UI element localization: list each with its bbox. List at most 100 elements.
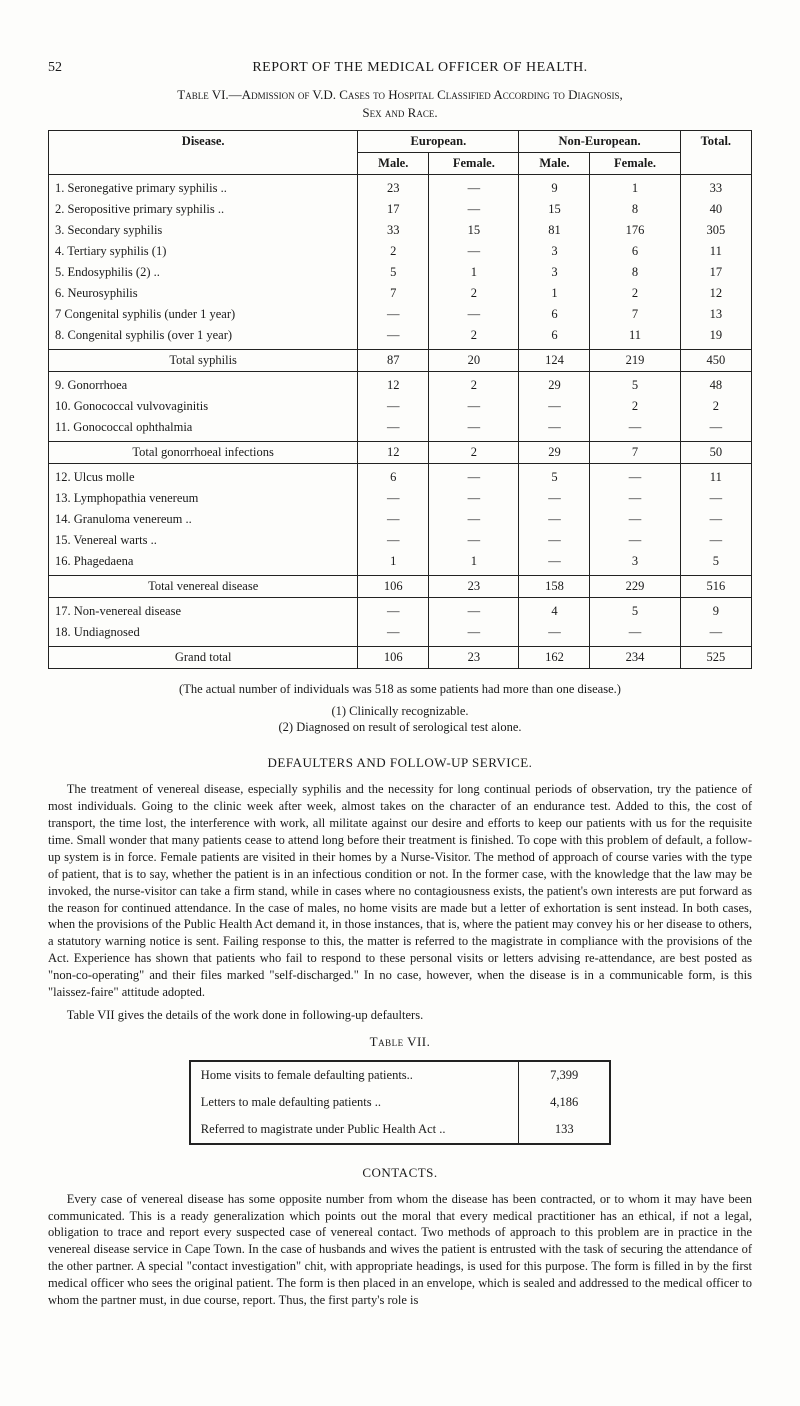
- row-label: Home visits to female defaulting patient…: [190, 1061, 519, 1089]
- row-value: 2: [358, 241, 429, 262]
- sub2-nf: 7: [590, 442, 680, 464]
- row-value: 5: [519, 464, 590, 489]
- sub1-nf: 219: [590, 350, 680, 372]
- row-value: —: [429, 464, 519, 489]
- row-value: 7: [358, 283, 429, 304]
- row-value: 11: [680, 464, 751, 489]
- contacts-paragraph: Every case of venereal disease has some …: [48, 1191, 752, 1309]
- row-value: —: [590, 530, 680, 551]
- row-value: —: [429, 241, 519, 262]
- row-value: —: [358, 509, 429, 530]
- row-label: 17. Non-venereal disease: [49, 598, 358, 623]
- row-value: 13: [680, 304, 751, 325]
- row-value: —: [519, 622, 590, 647]
- grand-total: Grand total 106 23 162 234 525: [49, 647, 752, 669]
- row-value: 6: [519, 325, 590, 350]
- row-value: —: [519, 417, 590, 442]
- table-row: 7 Congenital syphilis (under 1 year)——67…: [49, 304, 752, 325]
- sub1-label: Total syphilis: [49, 350, 358, 372]
- row-label: 13. Lymphopathia venereum: [49, 488, 358, 509]
- row-value: —: [519, 530, 590, 551]
- table7-wrap: Home visits to female defaulting patient…: [189, 1060, 611, 1145]
- row-value: 40: [680, 199, 751, 220]
- row-label: 8. Congenital syphilis (over 1 year): [49, 325, 358, 350]
- row-value: 15: [519, 199, 590, 220]
- table-row: 6. Neurosyphilis721212: [49, 283, 752, 304]
- row-value: 48: [680, 372, 751, 397]
- page: 52 REPORT OF THE MEDICAL OFFICER OF HEAL…: [0, 0, 800, 1406]
- table-row: 11. Gonococcal ophthalmia—————: [49, 417, 752, 442]
- th-euro-female: Female.: [429, 153, 519, 175]
- row-value: —: [680, 417, 751, 442]
- row-value: —: [519, 551, 590, 576]
- row-label: 15. Venereal warts ..: [49, 530, 358, 551]
- row-label: 1. Seronegative primary syphilis ..: [49, 175, 358, 200]
- row-value: 5: [680, 551, 751, 576]
- sub3-t: 516: [680, 576, 751, 598]
- sub2-label: Total gonorrhoeal infections: [49, 442, 358, 464]
- table7: Home visits to female defaulting patient…: [189, 1060, 611, 1145]
- subtotal-syphilis: Total syphilis 87 20 124 219 450: [49, 350, 752, 372]
- row-value: 33: [680, 175, 751, 200]
- table7-intro: Table VII gives the details of the work …: [48, 1007, 752, 1024]
- row-label: 2. Seropositive primary syphilis ..: [49, 199, 358, 220]
- subtotal-venereal: Total venereal disease 106 23 158 229 51…: [49, 576, 752, 598]
- th-noneuropean: Non-European.: [519, 131, 680, 153]
- row-value: —: [429, 396, 519, 417]
- th-disease: Disease.: [49, 131, 358, 175]
- table-row: 18. Undiagnosed—————: [49, 622, 752, 647]
- contacts-heading: CONTACTS.: [48, 1165, 752, 1181]
- row-value: —: [429, 530, 519, 551]
- row-label: 11. Gonococcal ophthalmia: [49, 417, 358, 442]
- row-value: 2: [590, 396, 680, 417]
- table-row: 17. Non-venereal disease——459: [49, 598, 752, 623]
- sub3-nf: 229: [590, 576, 680, 598]
- table6-caption: Table VI.—Admission of V.D. Cases to Hos…: [48, 86, 752, 122]
- row-label: 16. Phagedaena: [49, 551, 358, 576]
- sub2-em: 12: [358, 442, 429, 464]
- table-row: Home visits to female defaulting patient…: [190, 1061, 610, 1089]
- row-value: 8: [590, 199, 680, 220]
- row-value: 9: [519, 175, 590, 200]
- row-value: —: [358, 325, 429, 350]
- row-label: 9. Gonorrhoea: [49, 372, 358, 397]
- row-value: 23: [358, 175, 429, 200]
- table7-caption: Table VII.: [48, 1034, 752, 1050]
- row-value: —: [429, 509, 519, 530]
- row-value: —: [358, 304, 429, 325]
- row-value: —: [429, 199, 519, 220]
- table6: Disease. European. Non-European. Total. …: [48, 130, 752, 669]
- row-value: 1: [358, 551, 429, 576]
- row-value: 17: [680, 262, 751, 283]
- table-row: 2. Seropositive primary syphilis ..17—15…: [49, 199, 752, 220]
- row-value: 2: [429, 283, 519, 304]
- th-euro-male: Male.: [358, 153, 429, 175]
- row-value: 12: [680, 283, 751, 304]
- table6-caption-line1: Table VI.—Admission of V.D. Cases to Hos…: [177, 87, 622, 102]
- defaulters-heading: DEFAULTERS AND FOLLOW-UP SERVICE.: [48, 755, 752, 771]
- row-label: 7 Congenital syphilis (under 1 year): [49, 304, 358, 325]
- row-label: 18. Undiagnosed: [49, 622, 358, 647]
- grand-label: Grand total: [49, 647, 358, 669]
- grand-ef: 23: [429, 647, 519, 669]
- grand-t: 525: [680, 647, 751, 669]
- row-value: —: [429, 488, 519, 509]
- table-row: Referred to magistrate under Public Heal…: [190, 1116, 610, 1144]
- table-row: 8. Congenital syphilis (over 1 year)—261…: [49, 325, 752, 350]
- row-value: —: [429, 175, 519, 200]
- th-ne-male: Male.: [519, 153, 590, 175]
- th-total: Total.: [680, 131, 751, 175]
- footnote-1: (1) Clinically recognizable.: [331, 704, 468, 718]
- row-value: 29: [519, 372, 590, 397]
- row-value: 5: [590, 598, 680, 623]
- row-value: —: [680, 622, 751, 647]
- table6-caption-line2: Sex and Race.: [362, 105, 437, 120]
- row-value: 6: [519, 304, 590, 325]
- row-value: 2: [429, 372, 519, 397]
- row-value: —: [590, 488, 680, 509]
- th-ne-female: Female.: [590, 153, 680, 175]
- row-value: —: [590, 417, 680, 442]
- th-european: European.: [358, 131, 519, 153]
- table-row: Letters to male defaulting patients ..4,…: [190, 1089, 610, 1116]
- grand-em: 106: [358, 647, 429, 669]
